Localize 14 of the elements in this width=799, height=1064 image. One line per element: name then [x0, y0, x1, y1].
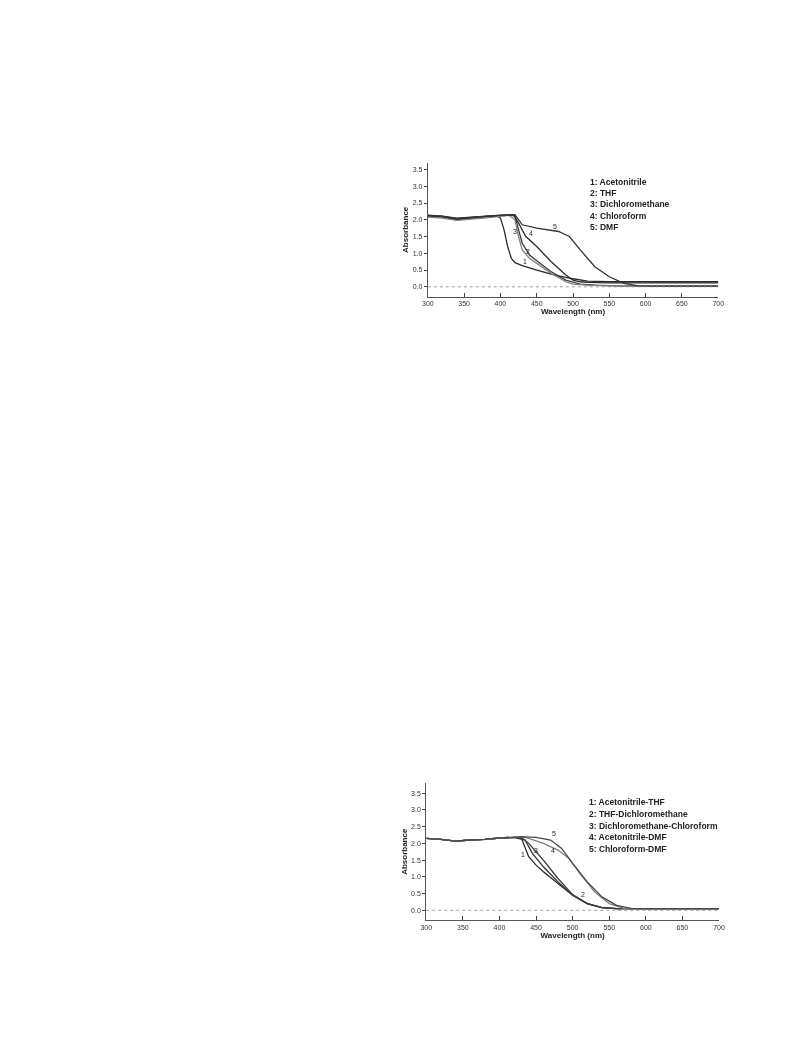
- annotation: 1: Acetonitrile: [590, 177, 647, 187]
- annotation: 2: THF-Dichloromethane: [589, 809, 688, 819]
- annotation: 1: Acetonitrile-THF: [589, 797, 665, 807]
- annotation: 3: Dichloromethane: [590, 199, 670, 209]
- annotation: 3: Dichloromethane-Chloroform: [589, 821, 718, 831]
- y-axis-title: Absorbance: [399, 828, 409, 875]
- y-axis-title: Absorbance: [401, 206, 411, 253]
- annotation: 4: Chloroform: [590, 211, 647, 221]
- annotation: 4: Acetonitrile-DMF: [589, 832, 667, 842]
- annotation: 5: DMF: [590, 222, 619, 232]
- annotation: 5: Chloroform-DMF: [589, 844, 667, 854]
- annotation: 2: THF: [590, 188, 617, 198]
- x-axis-title: Wavelength (nm): [540, 307, 606, 317]
- x-axis-title: Wavelength (nm): [540, 930, 606, 940]
